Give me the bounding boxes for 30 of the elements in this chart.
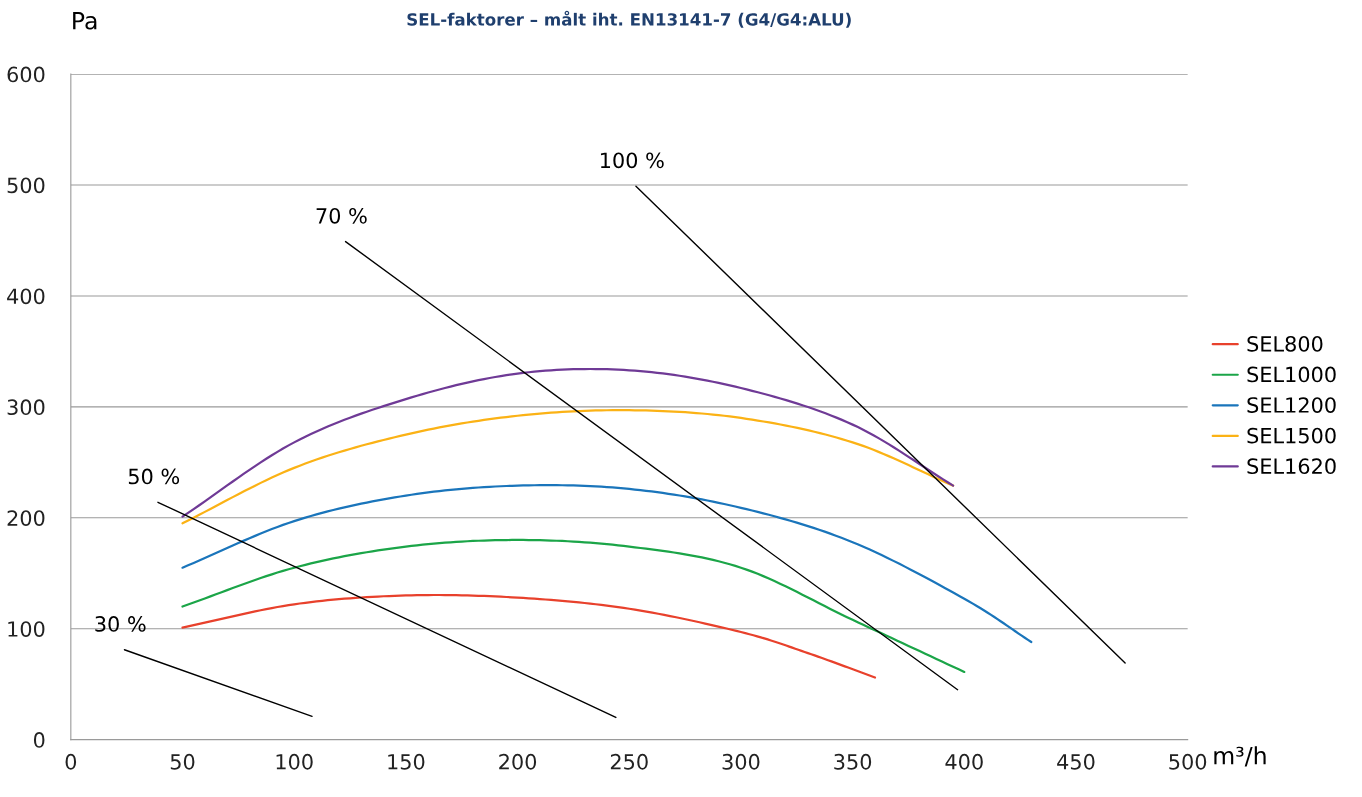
- y-tick-label: 100: [8, 621, 45, 637]
- annotation: 50 %: [128, 468, 180, 485]
- x-tick-label: 350: [834, 753, 872, 770]
- x-tick-label: 450: [1057, 753, 1095, 770]
- x-tick-label: 100: [276, 753, 313, 770]
- y-tick-label: 200: [7, 510, 45, 526]
- y-tick-label: 300: [7, 399, 45, 416]
- annotation: 70 %: [316, 207, 367, 224]
- x-tick-label: 150: [388, 753, 425, 770]
- x-tick-label: 250: [610, 753, 648, 770]
- y-tick-label: 0: [33, 732, 45, 748]
- x-tick-label: 300: [722, 753, 760, 770]
- legend-label: SEL1620: [1247, 458, 1336, 475]
- x-axis-title: m³/h: [1214, 746, 1266, 767]
- x-tick-label: 200: [499, 753, 537, 770]
- x-tick-label: 50: [170, 753, 195, 770]
- annotation: 30 %: [95, 616, 146, 632]
- legend-label: SEL1200: [1247, 397, 1336, 413]
- legend-label: SEL1000: [1247, 366, 1336, 383]
- x-tick-label: 400: [945, 753, 983, 770]
- y-tick-label: 500: [7, 177, 45, 194]
- y-tick-label: 600: [7, 66, 45, 83]
- legend-label: SEL1500: [1247, 427, 1336, 444]
- annotation: 100 %: [600, 152, 664, 169]
- x-tick-label: 500: [1169, 753, 1207, 770]
- y-axis-title: Pa: [73, 12, 97, 30]
- x-tick-label: 0: [65, 753, 77, 770]
- chart-title: SEL-faktorer – målt iht. EN13141-7 (G4/G4:ALU): [407, 10, 851, 28]
- y-tick-label: 400: [7, 288, 45, 305]
- legend-label: SEL800: [1247, 336, 1323, 352]
